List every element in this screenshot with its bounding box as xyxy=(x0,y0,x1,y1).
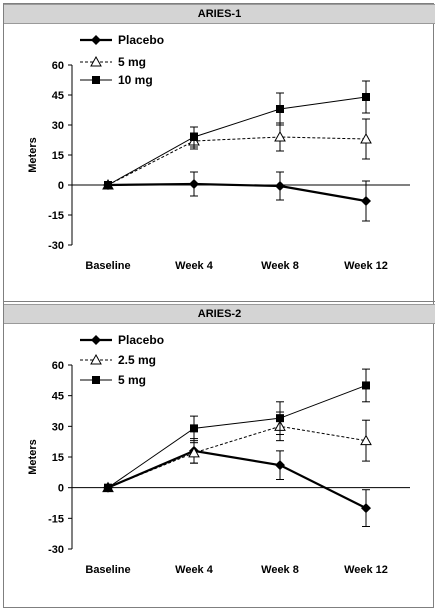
y-tick-label: -30 xyxy=(48,544,64,556)
data-point xyxy=(360,132,372,144)
series-line-1 xyxy=(107,136,367,186)
legend-marker xyxy=(90,353,102,365)
panel-title-aries-2: ARIES-2 xyxy=(4,304,435,324)
panel-divider xyxy=(4,301,435,302)
y-tick-label: 0 xyxy=(58,180,64,192)
data-point xyxy=(275,181,285,191)
data-point xyxy=(190,133,198,141)
series-line-2 xyxy=(107,96,367,186)
y-axis-label: Meters xyxy=(27,137,39,172)
series-line-2 xyxy=(107,384,367,489)
data-point xyxy=(276,414,284,423)
y-tick-label: -15 xyxy=(48,210,64,222)
x-tick-label: Week 12 xyxy=(344,260,388,272)
legend-label: 2.5 mg xyxy=(118,353,156,367)
x-tick-label: Baseline xyxy=(85,564,130,576)
data-point xyxy=(361,196,371,206)
legend-label: Placebo xyxy=(118,33,164,47)
x-tick-label: Week 4 xyxy=(175,260,214,272)
data-point xyxy=(275,460,285,471)
data-point xyxy=(362,381,370,390)
data-point xyxy=(190,424,198,433)
y-tick-label: 45 xyxy=(52,90,64,102)
y-tick-label: 0 xyxy=(58,483,64,495)
legend-marker xyxy=(90,55,102,67)
x-tick-label: Week 12 xyxy=(344,564,388,576)
data-point xyxy=(188,446,200,458)
series-line-0 xyxy=(107,182,367,203)
legend-label: 5 mg xyxy=(118,373,146,387)
legend-label: 10 mg xyxy=(118,73,153,87)
data-point xyxy=(360,434,372,446)
x-tick-label: Week 8 xyxy=(261,260,299,272)
chart-aries-1: 60 45 30 15 0 -15 -30 Meters Baseline Week 4 Week … xyxy=(27,33,410,272)
series-line-0 xyxy=(107,449,367,510)
series-line-1 xyxy=(107,425,367,489)
chart-aries-2: 60 45 30 15 0 -15 -30 Meters Baseline Week 4 Week … xyxy=(27,333,410,576)
data-point xyxy=(276,105,284,113)
x-tick-label: Baseline xyxy=(85,260,130,272)
legend-marker xyxy=(92,76,100,84)
legend-marker xyxy=(91,335,101,345)
data-point xyxy=(104,181,112,189)
data-point xyxy=(104,483,112,492)
y-tick-label: 15 xyxy=(52,150,64,162)
data-point xyxy=(362,93,370,101)
y-tick-label: -15 xyxy=(48,513,64,525)
data-point xyxy=(361,503,371,514)
y-tick-label: 30 xyxy=(52,421,64,433)
data-point xyxy=(189,179,199,189)
y-tick-label: 60 xyxy=(52,360,64,372)
panel-title-aries-1: ARIES-1 xyxy=(4,4,435,24)
data-point xyxy=(274,130,286,142)
y-tick-label: 45 xyxy=(52,391,64,403)
x-tick-label: Week 8 xyxy=(261,564,299,576)
y-axis-label: Meters xyxy=(27,439,39,474)
legend-marker xyxy=(92,376,100,384)
y-tick-label: 30 xyxy=(52,120,64,132)
legend-label: Placebo xyxy=(118,333,164,347)
y-tick-label: 15 xyxy=(52,452,64,464)
y-tick-label: 60 xyxy=(52,60,64,72)
y-tick-label: -30 xyxy=(48,240,64,252)
x-tick-label: Week 4 xyxy=(175,564,214,576)
legend-marker xyxy=(91,35,101,45)
legend-label: 5 mg xyxy=(118,55,146,69)
